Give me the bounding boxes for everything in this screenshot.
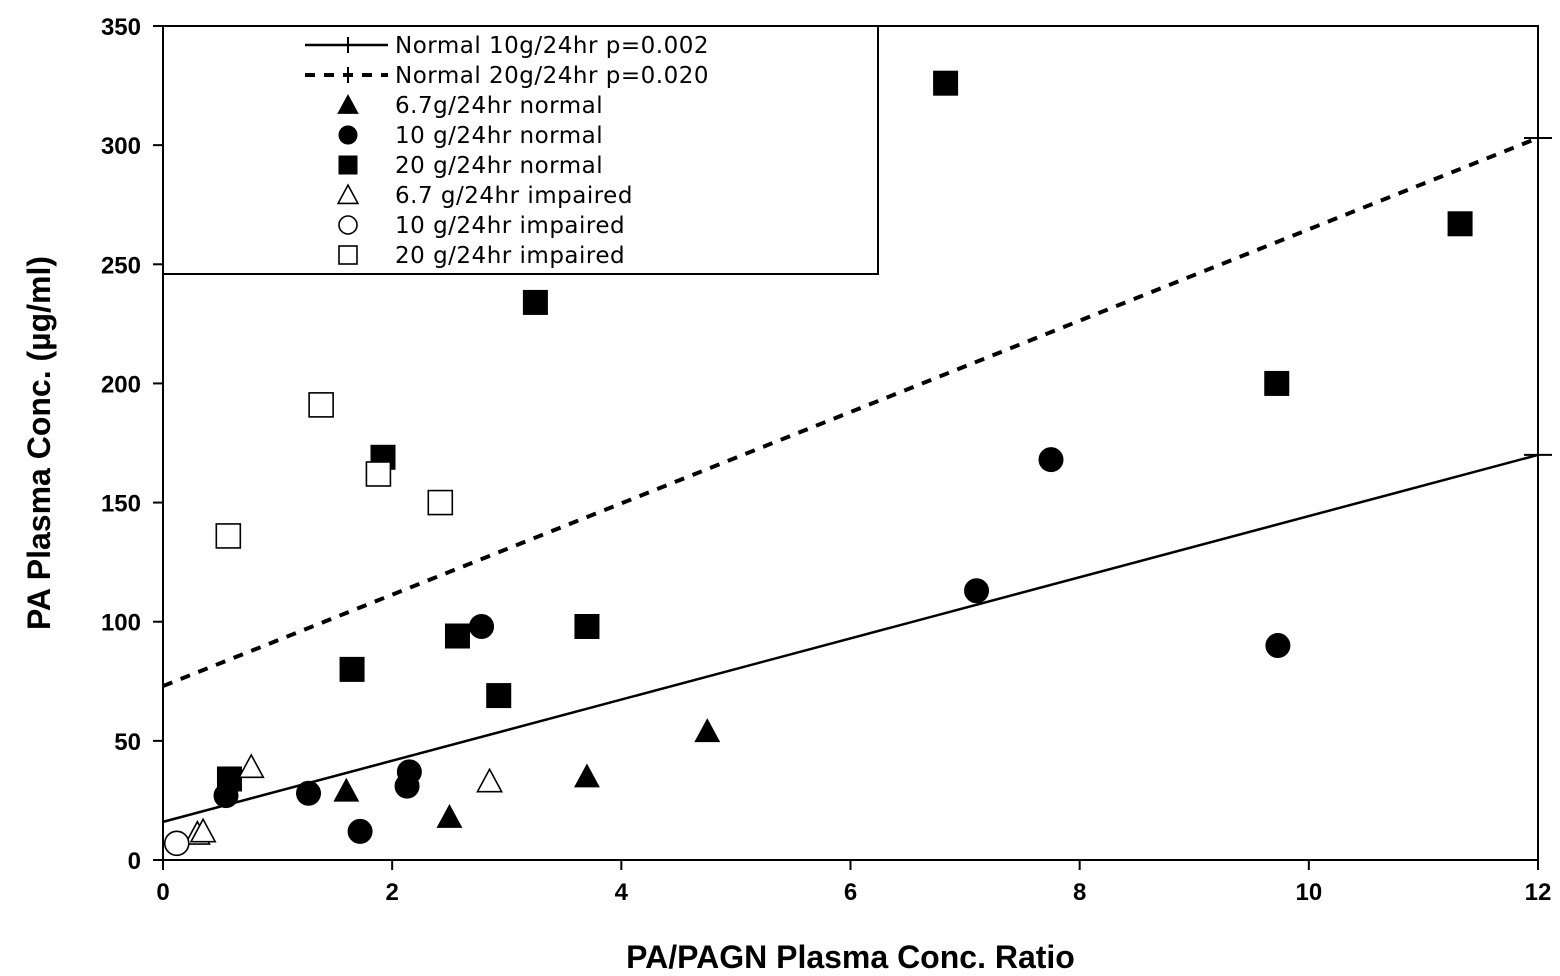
point-10-g-24hr-normal bbox=[347, 818, 373, 844]
x-tick-label: 10 bbox=[1295, 879, 1322, 906]
point-20-g-24hr-normal bbox=[339, 656, 365, 682]
y-tick-label: 0 bbox=[128, 848, 141, 875]
regression-lines bbox=[162, 136, 1552, 824]
y-tick-label: 350 bbox=[101, 14, 141, 41]
legend-label: 20 g/24hr normal bbox=[395, 153, 603, 179]
point-6-7-g-24hr-impaired bbox=[476, 767, 504, 793]
y-tick-label: 250 bbox=[101, 252, 141, 279]
legend-marker bbox=[338, 215, 358, 235]
legend-marker bbox=[338, 245, 358, 265]
point-10-g-24hr-normal bbox=[396, 759, 422, 785]
x-tick-label: 0 bbox=[156, 879, 169, 906]
point-20-g-24hr-impaired bbox=[427, 489, 454, 516]
legend-label: Normal 10g/24hr p=0.002 bbox=[395, 33, 709, 59]
legend-marker bbox=[338, 125, 358, 145]
regression-line-10g bbox=[162, 453, 1539, 824]
y-tick-label: 200 bbox=[101, 371, 141, 398]
legend: Normal 10g/24hr p=0.002 Normal 20g/24hr p… bbox=[162, 25, 879, 275]
point-6-7-g-24hr-impaired bbox=[237, 753, 265, 779]
point-20-g-24hr-normal bbox=[216, 766, 242, 792]
point-6-7g-24hr-normal bbox=[333, 777, 360, 802]
legend-marker bbox=[336, 183, 360, 205]
legend-box bbox=[162, 25, 879, 275]
legend-marker bbox=[337, 94, 359, 114]
x-tick-label: 6 bbox=[844, 879, 857, 906]
y-tick-label: 150 bbox=[101, 491, 141, 518]
x-tick-label: 12 bbox=[1525, 879, 1552, 906]
x-tick-label: 2 bbox=[385, 879, 398, 906]
point-10-g-24hr-impaired bbox=[163, 830, 190, 857]
legend-label: 6.7 g/24hr impaired bbox=[395, 183, 633, 209]
y-axis-title: PA Plasma Conc. (µg/ml) bbox=[21, 256, 57, 630]
point-10-g-24hr-normal bbox=[1265, 633, 1291, 659]
point-20-g-24hr-impaired bbox=[215, 523, 242, 549]
x-axis-title: PA/PAGN Plasma Conc. Ratio bbox=[626, 939, 1075, 975]
point-10-g-24hr-normal bbox=[1038, 447, 1064, 473]
x-axis-ticks: 0 2 4 6 8 10 12 bbox=[156, 860, 1551, 906]
point-20-g-24hr-normal bbox=[444, 623, 470, 649]
y-tick-label: 100 bbox=[101, 610, 141, 637]
x-tick-label: 4 bbox=[615, 879, 629, 906]
point-20-g-24hr-normal bbox=[486, 683, 512, 709]
point-6-7g-24hr-normal bbox=[694, 718, 721, 743]
point-10-g-24hr-normal bbox=[964, 578, 990, 604]
point-20-g-24hr-normal bbox=[522, 289, 548, 315]
legend-label: 20 g/24hr impaired bbox=[395, 243, 625, 269]
point-6-7-g-24hr-impaired bbox=[189, 817, 217, 843]
legend-marker bbox=[338, 155, 358, 175]
point-20-g-24hr-normal bbox=[1447, 211, 1473, 237]
y-tick-label: 300 bbox=[101, 133, 141, 160]
plot-area bbox=[162, 25, 1552, 861]
point-6-7g-24hr-normal bbox=[574, 763, 600, 788]
point-20-g-24hr-normal bbox=[574, 613, 600, 639]
point-10-g-24hr-normal bbox=[296, 780, 322, 806]
y-axis-ticks: 0 50 100 150 200 250 300 350 bbox=[101, 14, 163, 875]
y-tick-label: 50 bbox=[114, 729, 141, 756]
legend-label: 10 g/24hr normal bbox=[395, 123, 603, 149]
legend-label: 10 g/24hr impaired bbox=[395, 213, 625, 239]
point-20-g-24hr-normal bbox=[933, 70, 959, 96]
point-6-7g-24hr-normal bbox=[436, 803, 463, 828]
x-tick-label: 8 bbox=[1073, 879, 1086, 906]
point-20-g-24hr-normal bbox=[1264, 370, 1290, 396]
point-20-g-24hr-impaired bbox=[308, 392, 334, 418]
legend-label: 6.7g/24hr normal bbox=[395, 93, 603, 119]
data-markers bbox=[163, 70, 1473, 857]
legend-label: Normal 20g/24hr p=0.020 bbox=[395, 63, 709, 89]
point-10-g-24hr-normal bbox=[469, 613, 495, 639]
point-20-g-24hr-impaired bbox=[365, 461, 392, 487]
